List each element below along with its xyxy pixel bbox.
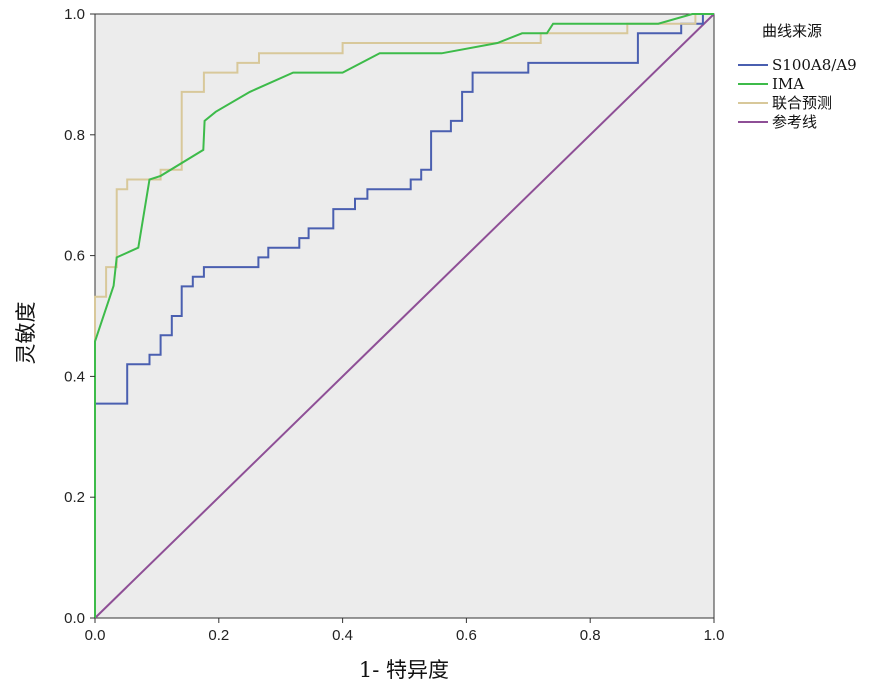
x-axis-title: 1- 特异度 [359, 658, 449, 682]
series-layer [94, 13, 715, 619]
axis-layer: 0.0 0.2 0.4 0.6 0.8 1.0 0.0 0.2 0.4 0.6 0.8 1.0 [64, 6, 724, 644]
y-tick-label: 1.0 [64, 6, 85, 23]
y-tick-label: 0.6 [64, 248, 85, 265]
x-tick-label: 1.0 [704, 627, 725, 644]
x-tick-label: 0.2 [208, 627, 229, 644]
series-line-3 [94, 13, 715, 619]
x-tick-label: 0.4 [332, 627, 353, 644]
legend-label: S100A8/A9 [772, 56, 857, 74]
series-line-1 [94, 13, 714, 618]
x-tick-label: 0.8 [580, 627, 601, 644]
y-tick-label: 0.8 [64, 127, 85, 144]
x-tick-label: 0.0 [85, 627, 106, 644]
legend-label: 参考线 [772, 113, 817, 131]
series-line-2 [94, 13, 714, 618]
legend-label: IMA [772, 75, 804, 93]
y-tick-label: 0.0 [64, 610, 85, 627]
y-tick-label: 0.2 [64, 489, 85, 506]
series-line-0 [94, 13, 714, 618]
y-axis-title: 灵敏度 [14, 302, 38, 365]
legend-title: 曲线来源 [762, 22, 822, 40]
y-tick-label: 0.4 [64, 368, 85, 385]
legend-label: 联合预测 [772, 94, 832, 112]
x-tick-label: 0.6 [456, 627, 477, 644]
